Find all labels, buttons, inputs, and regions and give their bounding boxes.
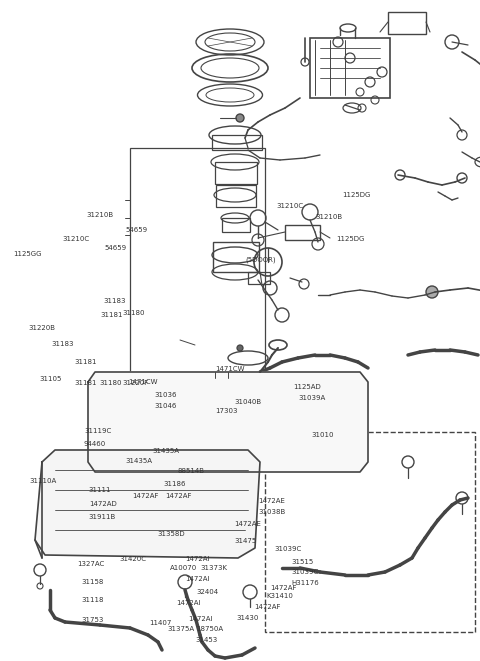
Text: 31180: 31180	[122, 310, 145, 317]
Text: 31210C: 31210C	[276, 203, 303, 210]
Text: 1327AC: 1327AC	[77, 561, 104, 568]
Text: 31181: 31181	[74, 359, 97, 366]
Text: 1472AI: 1472AI	[185, 576, 210, 582]
Text: 18750A: 18750A	[196, 626, 223, 633]
Bar	[388, 12, 426, 34]
Bar	[310, 38, 390, 98]
Text: 31036: 31036	[155, 392, 177, 399]
Text: 17303: 17303	[215, 408, 238, 414]
Text: 31111: 31111	[89, 487, 111, 494]
Text: 31210B: 31210B	[316, 214, 343, 220]
Bar	[248, 272, 270, 284]
Text: 31375A: 31375A	[167, 626, 194, 633]
Text: 31475: 31475	[234, 537, 256, 544]
Text: 1472AD: 1472AD	[89, 500, 117, 507]
Text: 1472AF: 1472AF	[166, 492, 192, 499]
Text: 31110A: 31110A	[30, 478, 57, 485]
Text: 31186: 31186	[163, 481, 186, 487]
Text: 1472AF: 1472AF	[254, 603, 281, 610]
Circle shape	[426, 286, 438, 298]
Text: 54659: 54659	[126, 227, 148, 233]
Text: 1125AD: 1125AD	[293, 383, 321, 390]
Text: 31753: 31753	[82, 617, 104, 623]
Text: 1125DG: 1125DG	[336, 236, 364, 243]
Text: 31515: 31515	[292, 559, 314, 565]
Text: 31453: 31453	[196, 637, 218, 643]
Text: (5DOOR): (5DOOR)	[246, 256, 276, 263]
Text: 31181: 31181	[101, 311, 123, 318]
Text: 31105: 31105	[39, 376, 62, 383]
Text: 31210B: 31210B	[86, 212, 114, 218]
Text: 1472AE: 1472AE	[258, 498, 285, 504]
Text: 1472AI: 1472AI	[189, 616, 213, 623]
Text: 1471CW: 1471CW	[215, 366, 244, 372]
Bar	[130, 148, 265, 408]
Text: 1471CW: 1471CW	[129, 379, 158, 385]
Text: 31183: 31183	[103, 298, 126, 305]
Text: 31118: 31118	[82, 597, 104, 603]
Text: 31119C: 31119C	[84, 428, 111, 434]
Bar	[215, 162, 257, 184]
Text: 54659: 54659	[105, 245, 127, 251]
Text: 1472AI: 1472AI	[185, 555, 209, 562]
Text: 31220B: 31220B	[29, 325, 56, 331]
Text: 31435A: 31435A	[126, 458, 153, 465]
Text: 1472AF: 1472AF	[270, 585, 296, 592]
Text: 31039A: 31039A	[299, 395, 326, 401]
Text: 31210C: 31210C	[62, 236, 90, 243]
Polygon shape	[35, 450, 260, 558]
Text: 31039C: 31039C	[292, 569, 319, 576]
Text: 31158: 31158	[82, 578, 104, 585]
Text: 1472AE: 1472AE	[234, 520, 261, 527]
Text: 94460: 94460	[84, 441, 106, 447]
Text: 31046: 31046	[155, 403, 177, 409]
Bar	[285, 225, 320, 240]
Circle shape	[236, 114, 244, 122]
Bar	[265, 432, 475, 632]
Text: 1472AF: 1472AF	[132, 492, 158, 499]
Text: 31040B: 31040B	[234, 399, 262, 405]
Text: 1125DG: 1125DG	[342, 192, 370, 198]
Text: 31039C: 31039C	[275, 545, 302, 552]
Text: 32404: 32404	[197, 588, 219, 595]
Text: 31373K: 31373K	[201, 565, 228, 572]
Text: 31183: 31183	[52, 340, 74, 347]
Text: H31176: H31176	[292, 580, 320, 586]
Text: 31181: 31181	[74, 380, 97, 387]
Text: 88514B: 88514B	[178, 467, 204, 474]
Text: 31430: 31430	[236, 615, 259, 621]
Text: 31435A: 31435A	[153, 447, 180, 454]
Text: K31410: K31410	[266, 593, 293, 600]
Text: 31420C: 31420C	[119, 555, 146, 562]
Text: 1472AI: 1472AI	[177, 600, 201, 606]
Text: 31220F: 31220F	[122, 380, 149, 387]
Text: 31358D: 31358D	[157, 531, 185, 537]
Text: 31911B: 31911B	[89, 514, 116, 520]
Text: 31038B: 31038B	[258, 509, 286, 516]
Bar	[213, 242, 259, 272]
Text: A10070: A10070	[170, 565, 198, 572]
Bar	[216, 185, 256, 207]
Bar	[212, 135, 262, 150]
Text: 31010: 31010	[311, 432, 334, 438]
Circle shape	[237, 345, 243, 351]
Polygon shape	[88, 372, 368, 472]
Text: 31180: 31180	[100, 380, 122, 387]
Text: 11407: 11407	[149, 619, 171, 626]
Text: 1125GG: 1125GG	[13, 251, 42, 258]
Bar	[222, 218, 250, 232]
